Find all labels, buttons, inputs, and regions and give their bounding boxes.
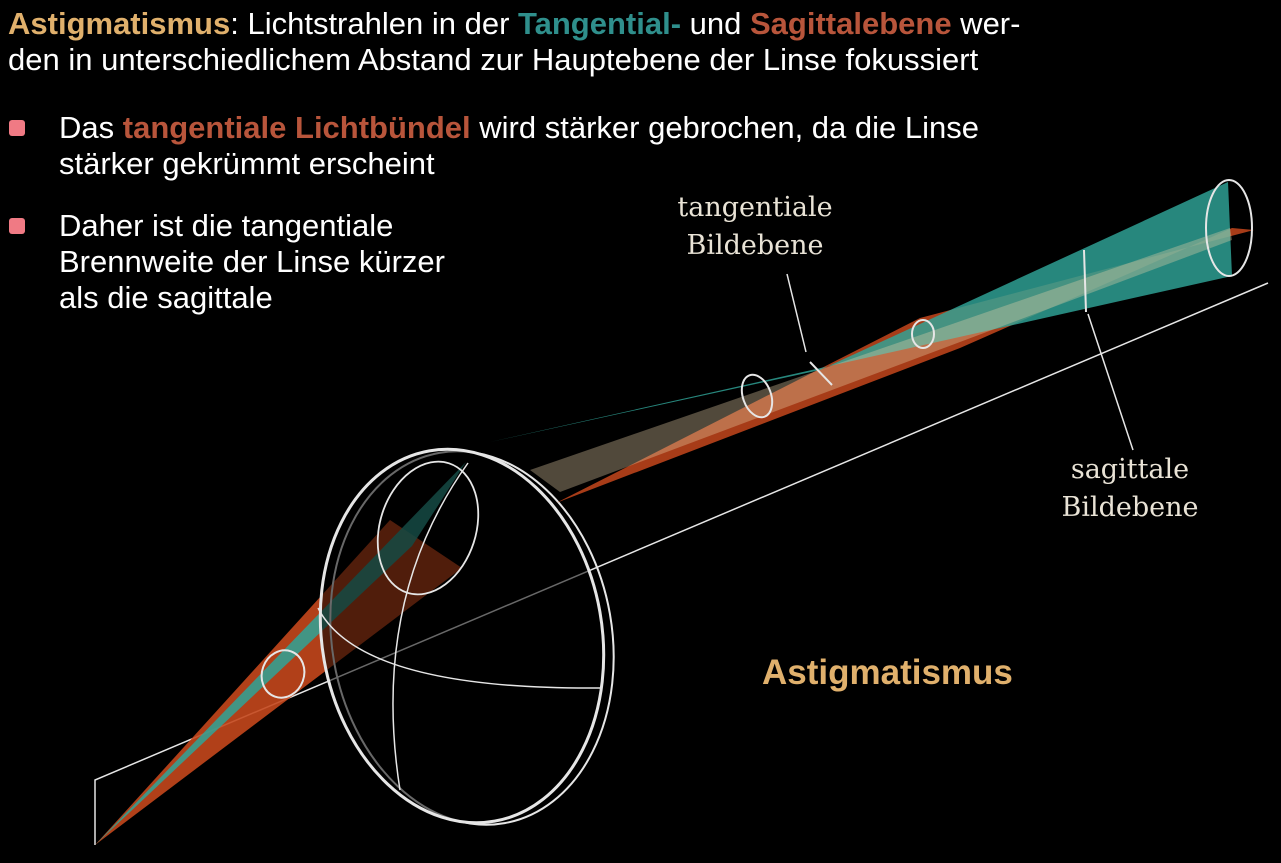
tangential-bundle-image-side [490, 182, 1232, 442]
sagittal-label-leader [1087, 313, 1134, 451]
bullet-1-line2: stärker gekrümmt erscheint [59, 146, 435, 181]
heading-sagittal: Sagittalebene [750, 6, 952, 41]
figure-caption: Astigmatismus [762, 653, 1013, 692]
heading-text-3: wer- [951, 6, 1021, 41]
heading-text-1: : Lichtstrahlen in der [230, 6, 518, 41]
lens-meridian-curve [392, 462, 469, 791]
bullet-2-line1: Daher ist die tangentiale [59, 208, 394, 243]
sagittal-bundle-image-side [556, 228, 1254, 503]
bundle-overlap [530, 228, 1232, 492]
heading-term: Astigmatismus [8, 6, 231, 41]
bullet-marker [9, 218, 25, 234]
bullet-1-line1-rest: wird stärker gebrochen, da die Linse [470, 110, 979, 145]
bullet-marker [9, 120, 25, 136]
bullet-item-1: Das tangentiale Lichtbündel wird stärker… [9, 110, 1259, 182]
bullet-1-highlight: tangentiale Lichtbündel [122, 110, 471, 145]
tangential-label-leader [786, 273, 807, 353]
section-ring-far [1205, 179, 1253, 277]
tangential-focal-line [809, 361, 833, 386]
section-ring-focus [911, 319, 935, 349]
heading-tangential: Tangential- [518, 6, 682, 41]
bullet-item-2: Daher ist die tangentiale Brennweite der … [9, 208, 579, 316]
section-ring-object [260, 649, 306, 699]
lens-equator-curve [317, 607, 601, 689]
lens-front-rim [318, 447, 606, 825]
bullet-2-line2: Brennweite der Linse kürzer [59, 244, 445, 279]
heading-text-4: den in unterschiedlichem Abstand zur Hau… [8, 42, 979, 77]
optical-axis-frame [94, 282, 1269, 845]
tangential-image-plane-label: tangentiale Bildebene [677, 192, 833, 261]
bullet-1-pre: Das [59, 110, 123, 145]
bullet-2-line3: als die sagittale [59, 280, 273, 315]
sagittal-image-plane-label: sagittale Bildebene [1061, 454, 1199, 523]
section-ring-mid [740, 373, 774, 419]
sagittal-focal-line [1083, 249, 1087, 313]
heading-text-2: und [681, 6, 750, 41]
page-heading: Astigmatismus: Lichtstrahlen in der Tang… [8, 6, 1278, 78]
